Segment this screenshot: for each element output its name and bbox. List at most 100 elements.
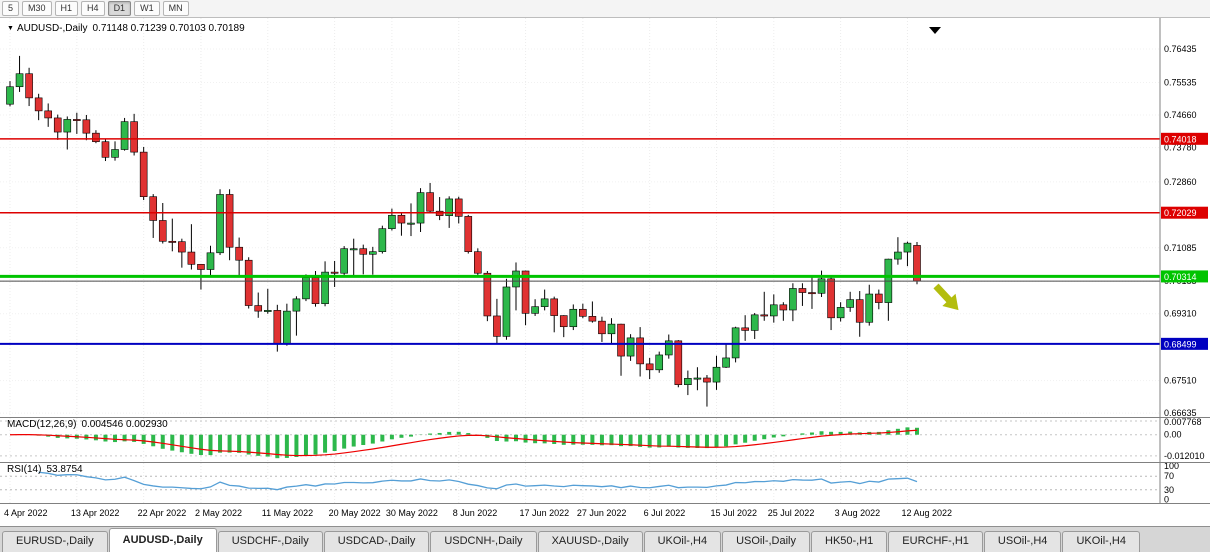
macd-axis-tick: 0.007768 <box>1164 418 1202 427</box>
candle-body <box>645 363 654 371</box>
candle-body <box>149 196 158 221</box>
timeframe-button-m30[interactable]: M30 <box>22 1 52 16</box>
candle-body <box>789 288 797 311</box>
candle-body <box>598 320 606 335</box>
rsi-axis-tick: 70 <box>1164 471 1174 481</box>
chart-tab[interactable]: HK50-,H1 <box>811 531 888 552</box>
candle-body <box>158 220 167 242</box>
candle-body <box>760 314 769 317</box>
time-axis-label: 25 Jul 2022 <box>767 508 815 518</box>
candle-body <box>378 228 387 252</box>
candle-body <box>684 378 692 385</box>
price-axis-tick: 0.76435 <box>1164 44 1197 54</box>
candle-body <box>846 299 854 308</box>
time-axis-label: 15 Jul 2022 <box>710 508 758 518</box>
price-level-label-bg <box>1161 206 1208 219</box>
price-axis-tick: 0.71085 <box>1164 243 1197 253</box>
price-axis-tick: 0.74660 <box>1164 110 1197 120</box>
rsi-line <box>38 471 918 491</box>
macd-axis-tick: 0.00 <box>1164 430 1182 440</box>
panel-separator[interactable] <box>0 462 1210 463</box>
time-axis[interactable]: 4 Apr 2022 13 Apr 2022 22 Apr 2022 2 May 20… <box>0 503 1210 526</box>
candle-body <box>769 304 778 317</box>
chart-tab[interactable]: USOil-,Daily <box>722 531 810 552</box>
price-chart-canvas[interactable]: 0.76435 0.75535 0.74660 0.73780 0.72860 0.710… <box>0 18 1210 417</box>
timeframe-button-mn[interactable]: MN <box>162 1 189 16</box>
candle-body <box>808 292 816 295</box>
timeframe-button-h4[interactable]: H4 <box>81 1 105 16</box>
candle-body <box>607 323 616 335</box>
chart-tab[interactable]: USDCNH-,Daily <box>430 531 537 552</box>
price-axis-tick: 0.72860 <box>1164 177 1197 187</box>
time-axis-label: 30 May 2022 <box>385 508 438 518</box>
candle-body <box>34 97 43 112</box>
candle-body <box>827 278 835 319</box>
candle-body <box>531 306 539 314</box>
macd-signal-line <box>9 429 918 457</box>
candle-body <box>464 216 473 252</box>
candle-body <box>340 248 348 274</box>
candle-body <box>206 252 215 270</box>
price-axis-tick: 0.67510 <box>1164 376 1197 386</box>
price-axis-tick: 0.69310 <box>1164 309 1197 319</box>
candle-body <box>502 286 511 337</box>
timeframe-button-d1[interactable]: D1 <box>107 1 132 16</box>
time-axis-label: 2 May 2022 <box>194 508 242 518</box>
chart-tab[interactable]: XAUUSD-,Daily <box>537 531 643 552</box>
chart-tab[interactable]: USOil-,H4 <box>983 531 1062 552</box>
candle-body <box>636 337 644 365</box>
chart-tab[interactable]: EURCHF-,H1 <box>888 531 983 552</box>
candle-body <box>101 141 110 158</box>
price-level-label: 0.74018 <box>1164 134 1197 144</box>
candle-body <box>493 315 501 337</box>
macd-panel-canvas[interactable]: 0.007768 0.00 -0.012010 <box>0 418 1210 462</box>
candle-body <box>53 117 62 133</box>
candle-body <box>63 119 72 133</box>
candle-body <box>474 251 482 274</box>
price-level-label: 0.70314 <box>1164 272 1197 282</box>
chart-tab[interactable]: EURUSD-,Daily <box>2 531 108 552</box>
chart-tab[interactable]: UKOil-,H4 <box>1062 531 1140 552</box>
candle-body <box>388 214 396 229</box>
time-axis-label: 27 Jun 2022 <box>576 508 627 518</box>
chart-tab[interactable]: USDCHF-,Daily <box>217 531 323 552</box>
timeframe-button-h1[interactable]: H1 <box>54 1 79 16</box>
rsi-label: RSI(14) <box>7 464 42 475</box>
time-axis-label: 12 Aug 2022 <box>901 508 952 518</box>
chart-title: AUDUSD-,Daily <box>16 23 88 34</box>
timeframe-toolbar: 5 M30 H1 H4 D1 W1 MN <box>0 0 1210 18</box>
time-axis-label: 6 Jul 2022 <box>643 508 686 518</box>
candle-body <box>454 198 463 217</box>
rsi-header: RSI(14) 53.8754 <box>7 464 83 475</box>
time-axis-label: 11 May 2022 <box>261 508 314 518</box>
candle-body <box>216 194 224 254</box>
candle-body <box>407 222 415 225</box>
chart-tab[interactable]: UKOil-,H4 <box>643 531 722 552</box>
candle-body <box>674 340 683 385</box>
timeframe-button-5[interactable]: 5 <box>2 1 20 16</box>
time-axis-label: 13 Apr 2022 <box>70 508 120 518</box>
timeframe-button-w1[interactable]: W1 <box>134 1 160 16</box>
rsi-value: 53.8754 <box>46 464 83 475</box>
price-axis-tick: 0.75535 <box>1164 77 1197 87</box>
chart-menu-icon[interactable]: ▼ <box>7 25 14 32</box>
candle-body <box>330 271 339 274</box>
candle-body <box>693 377 702 380</box>
candle-body <box>426 192 434 212</box>
price-level-label-bg <box>1161 337 1208 350</box>
candle-body <box>559 315 568 328</box>
sell-arrow-annotation[interactable] <box>929 280 965 316</box>
candle-body <box>263 310 272 312</box>
candle-body <box>817 278 826 294</box>
candle-body <box>550 298 559 316</box>
candle-body <box>894 251 902 260</box>
panel-separator[interactable] <box>0 417 1210 418</box>
price-level-label: 0.68499 <box>1164 339 1197 349</box>
chart-tab[interactable]: AUDUSD-,Daily <box>108 528 217 552</box>
candle-body <box>750 314 759 331</box>
chart-tab[interactable]: USDCAD-,Daily <box>323 531 430 552</box>
candle-body <box>540 298 549 307</box>
price-level-label-bg <box>1161 132 1208 145</box>
candle-body <box>512 270 520 288</box>
